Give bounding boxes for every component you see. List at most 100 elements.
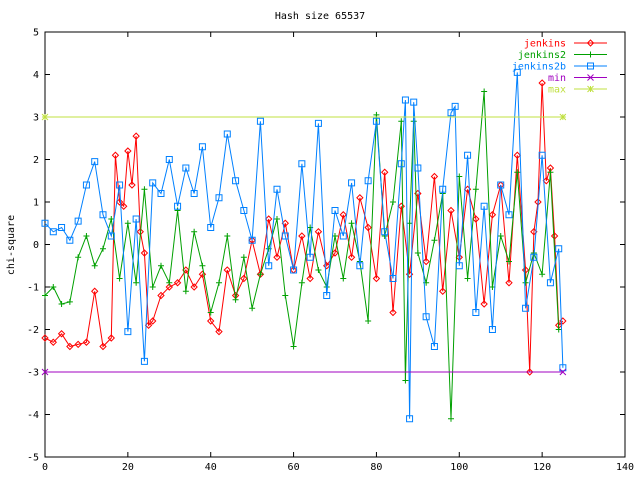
data-point — [539, 271, 546, 278]
data-point — [111, 151, 120, 159]
plot-frame — [44, 31, 626, 458]
data-point — [323, 262, 331, 270]
data-point — [66, 236, 74, 244]
y-tick-label: 5 — [33, 28, 39, 39]
data-point — [207, 309, 214, 316]
data-point — [306, 274, 314, 283]
data-point — [216, 279, 222, 286]
data-point — [124, 147, 132, 155]
data-point — [455, 262, 463, 270]
data-point — [439, 287, 447, 295]
y-tick-label: 3 — [33, 113, 39, 124]
data-point — [559, 113, 567, 121]
data-point — [83, 233, 90, 239]
data-point — [182, 288, 189, 295]
data-point — [397, 202, 405, 210]
y-tick-label: -2 — [27, 325, 39, 336]
data-point — [99, 211, 107, 219]
data-point — [397, 160, 405, 168]
data-point — [82, 181, 90, 189]
data-point — [116, 181, 124, 189]
data-point — [447, 109, 455, 117]
data-point — [390, 199, 396, 205]
data-point — [339, 211, 347, 219]
data-point — [133, 279, 140, 286]
y-axis-label: chi-square — [6, 215, 17, 275]
data-point — [587, 51, 594, 58]
series-line-jenkins2 — [44, 91, 560, 419]
data-point — [232, 177, 240, 185]
series-jenkins2b — [41, 68, 567, 423]
data-point — [550, 232, 559, 240]
data-point — [364, 177, 372, 185]
data-point — [42, 292, 48, 299]
data-point — [472, 215, 480, 223]
x-tick-label: 40 — [205, 462, 217, 473]
data-point — [542, 177, 550, 185]
data-point — [140, 357, 148, 365]
data-point — [587, 62, 594, 70]
data-point — [157, 291, 165, 300]
data-point — [282, 292, 289, 299]
data-point — [191, 228, 198, 235]
data-point — [323, 292, 331, 299]
series-min — [41, 368, 567, 376]
data-point — [224, 233, 231, 239]
data-point — [215, 194, 223, 202]
data-point — [559, 364, 567, 372]
data-point — [422, 313, 430, 321]
data-point — [41, 368, 49, 376]
data-point — [381, 168, 389, 176]
data-point — [526, 368, 534, 376]
y-tick-label: 0 — [33, 240, 39, 251]
data-point — [298, 279, 305, 286]
data-point — [481, 88, 488, 95]
data-point — [158, 262, 164, 269]
data-point — [41, 219, 49, 227]
data-point — [66, 342, 74, 351]
data-point — [41, 334, 49, 342]
y-tick-label: -4 — [27, 410, 39, 421]
data-point — [58, 301, 65, 307]
data-point — [506, 258, 512, 265]
data-point — [587, 85, 594, 93]
data-point — [513, 151, 521, 159]
data-point — [223, 130, 231, 138]
data-point — [165, 283, 173, 291]
data-point — [256, 117, 264, 125]
y-tick-label: 4 — [33, 70, 39, 81]
data-point — [401, 96, 409, 104]
data-point — [422, 257, 430, 266]
data-point — [58, 224, 66, 231]
data-point — [198, 270, 207, 278]
data-point — [448, 415, 454, 422]
data-point — [410, 98, 418, 106]
data-point — [356, 262, 364, 270]
data-point — [472, 309, 480, 316]
data-point — [398, 118, 405, 125]
data-point — [116, 275, 123, 282]
data-point — [522, 279, 529, 286]
data-point — [430, 172, 439, 181]
data-point — [273, 185, 281, 193]
data-point — [100, 245, 106, 252]
data-point — [488, 211, 497, 219]
data-point — [290, 343, 297, 350]
data-point — [290, 266, 298, 274]
legend-label: jenkins2 — [518, 50, 566, 61]
legend-label: jenkins — [524, 39, 566, 50]
data-point — [198, 143, 206, 151]
data-point — [347, 253, 356, 261]
legend-label: jenkins2b — [512, 62, 566, 73]
data-point — [91, 158, 99, 166]
data-point — [497, 233, 504, 239]
data-point — [157, 190, 165, 197]
data-point — [149, 179, 157, 187]
data-point — [124, 220, 131, 227]
data-point — [546, 279, 554, 287]
data-point — [555, 326, 562, 333]
data-point — [414, 164, 422, 172]
data-point — [331, 207, 339, 214]
data-point — [74, 217, 82, 225]
